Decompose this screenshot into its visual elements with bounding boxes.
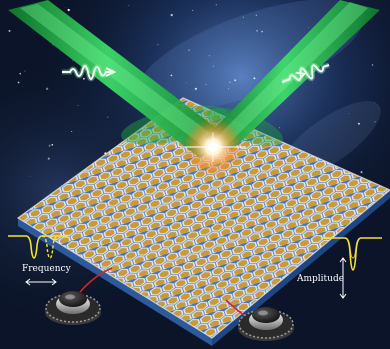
star [371,64,374,66]
amplitude-spectrum [322,237,382,271]
star [234,79,237,82]
star [82,77,85,80]
star [194,87,197,90]
star [348,113,350,115]
star [215,4,217,6]
star [170,13,173,17]
star [255,14,258,17]
star [107,116,109,118]
star [188,49,190,51]
wire-right [225,299,245,316]
star [67,8,70,12]
star [71,130,73,133]
star [312,82,314,83]
star [228,87,229,89]
star [307,26,309,28]
star [256,29,258,32]
star [279,127,281,129]
star [208,55,211,57]
double-arrow-vertical-icon [339,257,347,299]
wave-packet-icon [281,62,330,85]
knob-icon [238,307,294,341]
wave-packet-icon [62,63,117,82]
star [65,7,67,8]
frequency-spectrum [8,235,68,259]
star [261,30,263,33]
star [19,73,21,75]
star [47,157,50,160]
star [373,102,375,104]
star [357,122,360,125]
star [51,143,54,146]
star [253,77,256,80]
laser-flash [180,117,246,177]
star [8,29,11,32]
star [374,121,376,123]
amplitude-label: Amplitude [297,274,345,284]
star [48,144,51,147]
star [186,82,187,84]
star [24,70,26,72]
star [77,104,79,107]
star [157,43,159,46]
frequency-label: Frequency [22,264,71,274]
star [205,83,207,85]
star [242,16,245,18]
wire-left [79,267,113,293]
star [17,81,20,84]
star [170,74,173,77]
star [128,5,130,6]
star [229,81,231,83]
star [212,65,214,67]
star [45,87,49,90]
star [29,175,31,177]
double-arrow-horizontal-icon [25,278,57,286]
star [360,171,363,174]
knob-icon [45,291,101,325]
star [72,60,74,62]
laser-beam-left [8,0,232,158]
star [192,9,194,11]
